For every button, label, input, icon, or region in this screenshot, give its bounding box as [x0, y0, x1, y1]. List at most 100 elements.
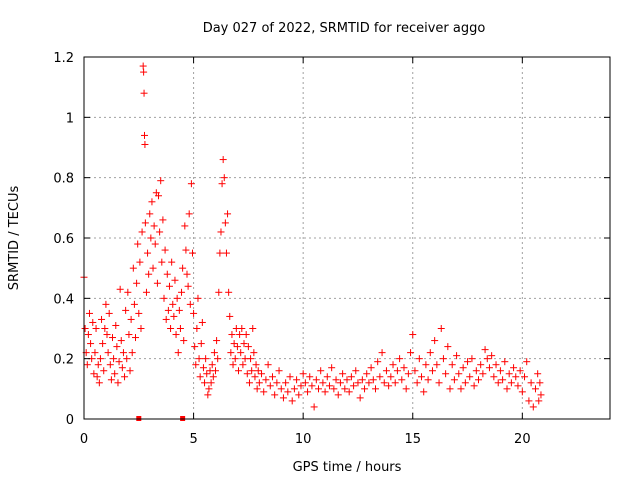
data-point: [194, 294, 202, 302]
data-point: [159, 216, 167, 224]
data-point: [164, 306, 172, 314]
data-point: [198, 318, 206, 326]
data-point: [197, 340, 205, 348]
data-point: [212, 367, 219, 375]
data-point: [221, 219, 229, 227]
data-point: [136, 258, 144, 266]
x-tick-label: 20: [514, 432, 531, 447]
data-point: [308, 382, 316, 390]
data-point: [336, 379, 344, 387]
data-point: [95, 379, 103, 387]
data-point: [518, 388, 526, 396]
data-point: [503, 385, 511, 393]
data-point: [494, 379, 502, 387]
data-point: [219, 156, 227, 164]
data-point: [233, 343, 241, 351]
data-point: [286, 373, 294, 381]
data-point: [150, 222, 158, 230]
data-point: [96, 355, 104, 363]
data-point: [332, 376, 340, 384]
data-point: [437, 325, 445, 332]
data-point: [207, 379, 215, 387]
data-point: [271, 391, 279, 399]
data-point: [290, 385, 298, 393]
data-point: [105, 309, 113, 317]
data-point: [244, 343, 252, 351]
data-point: [216, 249, 224, 257]
data-point: [444, 343, 452, 351]
data-point: [114, 379, 122, 387]
data-point: [186, 300, 194, 308]
data-point: [101, 325, 109, 332]
data-point: [187, 180, 195, 188]
y-tick-label: 0.6: [53, 232, 74, 247]
data-point: [426, 349, 434, 357]
data-point: [172, 331, 180, 339]
data-point: [230, 340, 238, 348]
data-point: [89, 318, 97, 326]
data-point: [224, 210, 232, 218]
data-point: [151, 240, 159, 248]
axis-ticks: 0 0.2 0.4 0.6 0.8 1 1.2 0 5 10 15 20: [53, 51, 610, 447]
data-point: [148, 198, 156, 206]
data-point: [201, 379, 209, 387]
data-point: [521, 373, 529, 381]
data-point: [184, 282, 192, 290]
data-point: [531, 385, 539, 393]
data-point: [116, 285, 124, 293]
data-point: [391, 379, 399, 387]
x-tick-label: 0: [80, 432, 88, 447]
data-point: [288, 397, 296, 405]
data-point: [315, 385, 323, 393]
data-point: [122, 306, 130, 314]
data-point: [93, 373, 101, 381]
data-point: [107, 376, 115, 384]
data-point: [100, 367, 108, 375]
data-point: [85, 309, 93, 317]
data-point: [262, 376, 270, 384]
data-point: [310, 403, 318, 411]
data-point: [203, 370, 211, 378]
data-point: [418, 373, 426, 381]
y-axis-label: SRMTID / TECUs: [7, 186, 22, 291]
data-point: [167, 325, 175, 332]
data-point: [217, 228, 225, 236]
data-point: [169, 300, 177, 308]
data-point: [119, 349, 127, 357]
x-tick-label: 10: [295, 432, 312, 447]
data-point: [174, 349, 182, 357]
data-point: [175, 306, 183, 314]
data-point: [321, 388, 329, 396]
grid-lines: [84, 57, 610, 419]
data-point: [319, 379, 327, 387]
data-point: [323, 373, 331, 381]
data-point: [525, 397, 533, 405]
data-point: [350, 382, 358, 390]
data-point: [124, 288, 132, 296]
data-point: [102, 300, 110, 308]
data-point: [260, 388, 268, 396]
data-point: [129, 264, 137, 272]
data-point: [103, 331, 111, 339]
data-point: [514, 382, 522, 390]
data-point: [138, 228, 146, 236]
data-point: [352, 367, 360, 375]
data-point: [113, 343, 121, 351]
data-point: [235, 367, 243, 375]
data-point: [535, 397, 543, 405]
data-point: [165, 282, 173, 290]
data-point: [132, 334, 140, 342]
data-point: [141, 140, 149, 148]
data-point: [94, 361, 102, 369]
data-point: [160, 294, 168, 302]
data-point: [510, 364, 518, 372]
data-point: [358, 376, 366, 384]
data-point: [475, 376, 482, 384]
data-point: [457, 385, 465, 393]
data-point: [295, 391, 303, 399]
data-point: [455, 370, 463, 378]
data-point: [118, 364, 126, 372]
data-point: [130, 300, 138, 308]
data-point: [190, 309, 198, 317]
